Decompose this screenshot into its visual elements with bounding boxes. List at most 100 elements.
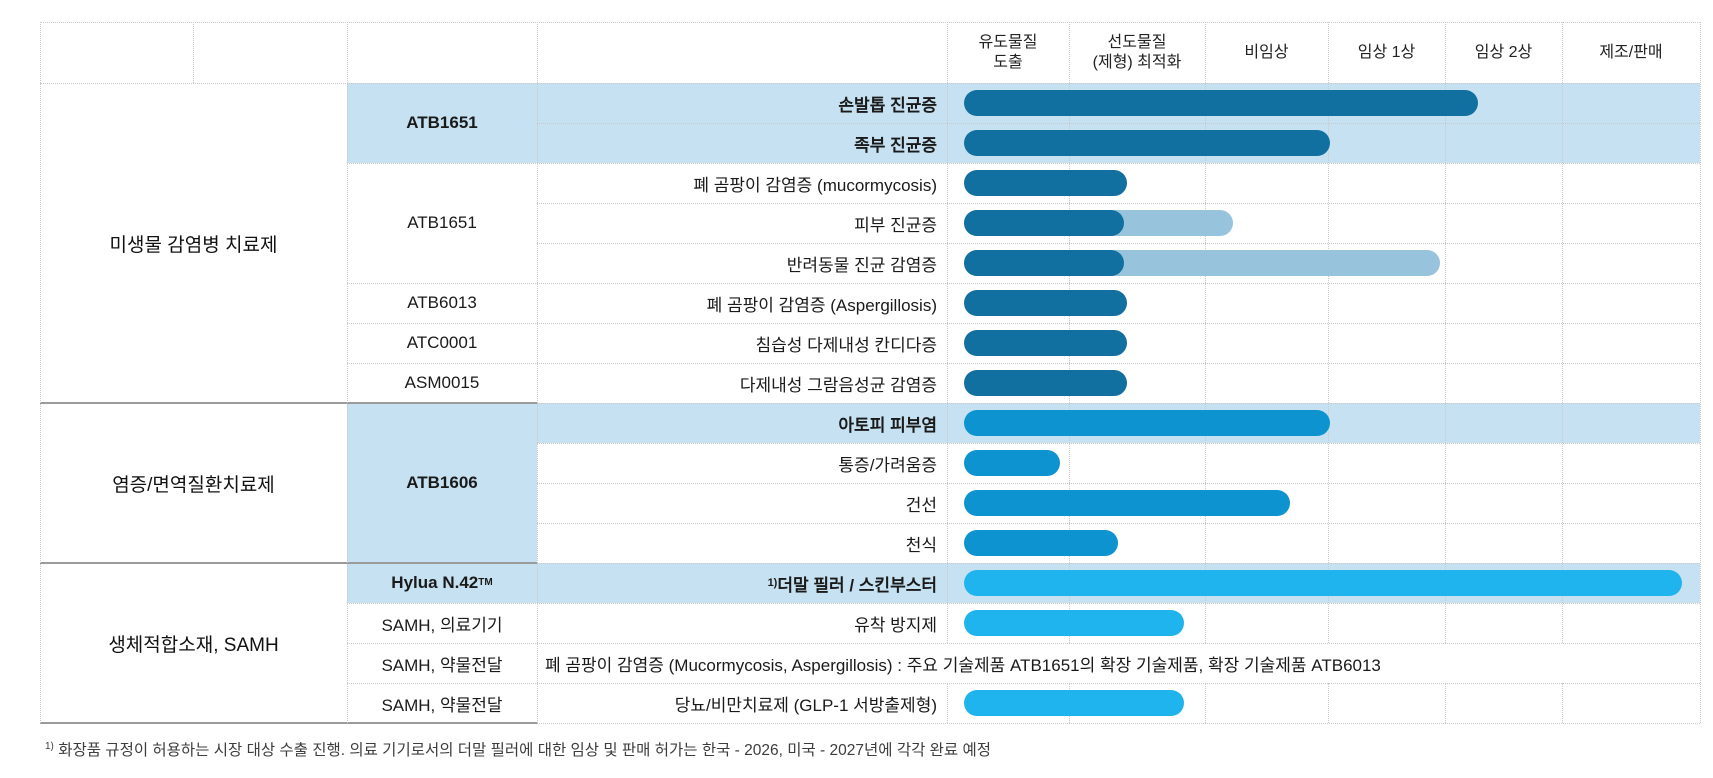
stage-header-line: 도출 [993, 53, 1023, 71]
indication-label: 침습성 다제내성 칸디다증 [755, 335, 938, 355]
pipeline-progress-bar [964, 410, 1330, 436]
grid-hline [537, 443, 1700, 444]
pipeline-progress-bar [964, 610, 1184, 636]
product-label: SAMH, 약물전달 [381, 695, 503, 715]
stage-header-line: 비임상 [1244, 43, 1289, 61]
pipeline-progress-bar [964, 210, 1124, 236]
indication-cell: 폐 곰팡이 감염증 (Aspergillosis) [537, 283, 947, 323]
category-label: 염증/면역질환치료제 [112, 474, 275, 496]
stage-header-2: 선도물질 (제형) 최적화 [1069, 22, 1205, 83]
indication-cell: 피부 진균증 [537, 203, 947, 243]
footnote-text: 화장품 규정이 허용하는 시장 대상 수출 진행. 의료 기기로서의 더말 필러… [58, 742, 991, 759]
grid-vline [1445, 683, 1446, 723]
indication-cell: 족부 진균증 [537, 123, 947, 163]
grid-hline [347, 603, 1700, 604]
pipeline-progress-bar [964, 170, 1127, 196]
indication-label: 폐 곰팡이 감염증 (Aspergillosis) [706, 295, 937, 315]
product-cell: SAMH, 약물전달 [347, 683, 537, 723]
indication-cell: 아토피 피부염 [537, 403, 947, 443]
product-cell: ATB1651 [347, 163, 537, 283]
stage-header-3: 비임상 [1205, 22, 1328, 83]
stage-header-line: 임상 2상 [1474, 43, 1533, 61]
product-cell: SAMH, 약물전달 [347, 643, 537, 683]
indication-label: 천식 [905, 535, 937, 555]
indication-label: 건선 [905, 495, 937, 515]
indication-label: 폐 곰팡이 감염증 (mucormycosis) [693, 175, 937, 195]
stage-header-line: 임상 1상 [1357, 43, 1416, 61]
product-cell: ATB1606 [347, 403, 537, 563]
stage-header-5: 임상 2상 [1445, 22, 1562, 83]
stage-header-line: (제형) 최적화 [1092, 53, 1182, 71]
footnote-superscript: 1) [45, 740, 54, 752]
indication-label: 더말 필러 / 스킨부스터 [777, 575, 937, 595]
stage-header-line: 유도물질 [978, 33, 1038, 51]
grid-vline [947, 22, 948, 643]
grid-hline [347, 323, 1700, 324]
indication-label: 유착 방지제 [854, 615, 937, 635]
grid-vline [1205, 683, 1206, 723]
grid-hline [537, 403, 1700, 404]
grid-hline [40, 402, 537, 404]
product-label: ATB1606 [406, 473, 478, 492]
product-cell: ASM0015 [347, 363, 537, 403]
grid-vline [1445, 22, 1446, 643]
product-cell: ATC0001 [347, 323, 537, 363]
product-label: ATB1651 [406, 113, 478, 132]
product-cell: ATB6013 [347, 283, 537, 323]
product-cell-highlight [347, 403, 537, 563]
product-cell-highlight [347, 83, 537, 163]
product-label: ASM0015 [404, 373, 480, 392]
category-cell: 생체적합소재, SAMH [40, 563, 347, 723]
product-cell-highlight [347, 563, 537, 603]
indication-cell: 건선 [537, 483, 947, 523]
indication-label: 손발톱 진균증 [838, 95, 937, 115]
stage-header-4: 임상 1상 [1328, 22, 1445, 83]
grid-hline [537, 203, 1700, 204]
grid-vline [1562, 22, 1563, 643]
grid-vline [193, 22, 194, 83]
merged-note-cell: 폐 곰팡이 감염증 (Mucormycosis, Aspergillosis) … [537, 643, 1700, 683]
product-label: SAMH, 의료기기 [381, 615, 503, 635]
grid-hline [537, 563, 1700, 564]
product-label: Hylua N.42 [391, 573, 479, 592]
pipeline-progress-bar [964, 370, 1127, 396]
grid-vline [347, 22, 348, 723]
indication-label: 반려동물 진균 감염증 [786, 255, 937, 275]
grid-hline [537, 483, 1700, 484]
stage-header-6: 제조/판매 [1562, 22, 1700, 83]
indication-cell: 천식 [537, 523, 947, 563]
pipeline-progress-bar [964, 450, 1060, 476]
grid-hline [537, 123, 1700, 124]
product-cell: SAMH, 의료기기 [347, 603, 537, 643]
pipeline-progress-bar [964, 290, 1127, 316]
category-cell: 염증/면역질환치료제 [40, 403, 347, 563]
indication-cell: 통증/가려움증 [537, 443, 947, 483]
pipeline-progress-bar [964, 330, 1127, 356]
indication-label: 아토피 피부염 [838, 415, 937, 435]
product-label: SAMH, 약물전달 [381, 655, 503, 675]
indication-cell: 유착 방지제 [537, 603, 947, 643]
indication-cell: 폐 곰팡이 감염증 (mucormycosis) [537, 163, 947, 203]
stage-header-line: 제조/판매 [1599, 43, 1663, 61]
grid-hline [40, 22, 1700, 23]
pipeline-progress-bar [964, 530, 1118, 556]
indication-label: 피부 진균증 [854, 215, 937, 235]
indication-cell: 당뇨/비만치료제 (GLP-1 서방출제형) [537, 683, 947, 723]
indication-label: 족부 진균증 [854, 135, 937, 155]
indication-cell: 침습성 다제내성 칸디다증 [537, 323, 947, 363]
grid-vline [537, 22, 538, 723]
indication-label: 다제내성 그람음성균 감염증 [739, 375, 937, 395]
grid-hline [40, 722, 537, 724]
category-label: 생체적합소재, SAMH [108, 634, 279, 656]
grid-hline [347, 683, 1700, 684]
pipeline-progress-bar [964, 690, 1184, 716]
product-label: ATB1651 [407, 213, 477, 232]
indication-cell: 다제내성 그람음성균 감염증 [537, 363, 947, 403]
product-cell: Hylua N.42 TM [391, 573, 493, 592]
grid-vline [40, 22, 41, 723]
merged-note-text: 폐 곰팡이 감염증 (Mucormycosis, Aspergillosis) … [545, 655, 1381, 675]
footnote: 1) 화장품 규정이 허용하는 시장 대상 수출 진행. 의료 기기로서의 더말… [45, 738, 1645, 760]
